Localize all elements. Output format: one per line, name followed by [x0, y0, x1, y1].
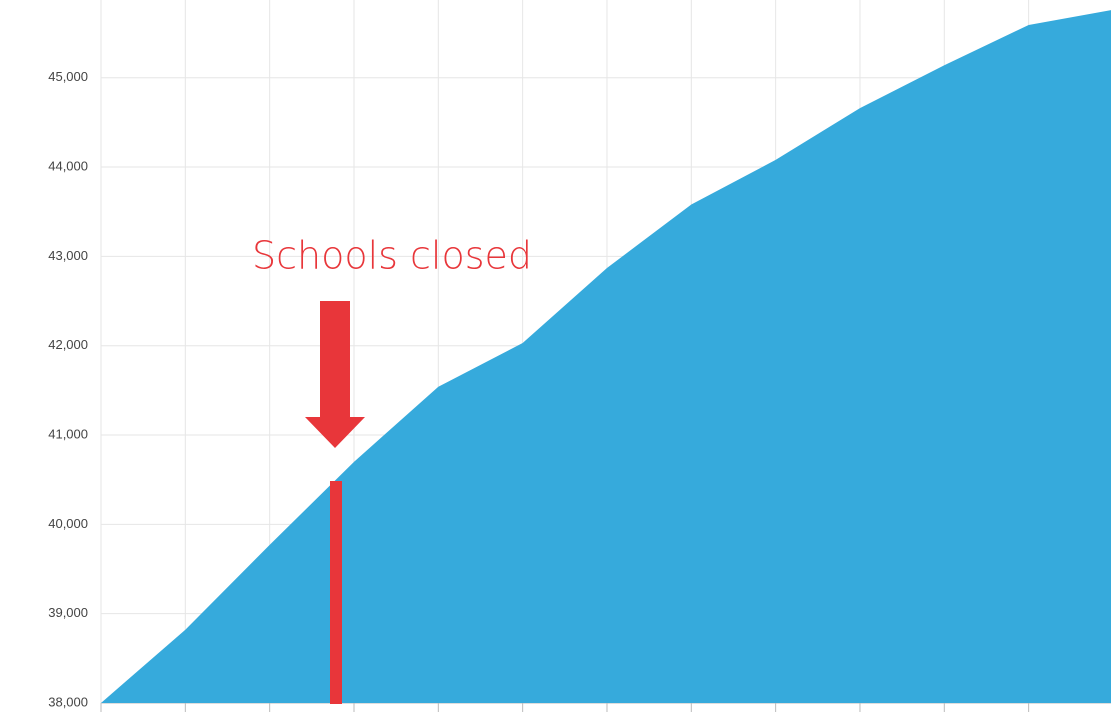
annotation-arrow-shaft [320, 301, 350, 418]
y-tick-label: 40,000 [48, 516, 88, 531]
annotation-arrow-head [305, 417, 365, 448]
y-tick-label: 39,000 [48, 605, 88, 620]
marks [101, 10, 1111, 703]
y-tick-label: 41,000 [48, 426, 88, 441]
y-tick-label: 42,000 [48, 337, 88, 352]
area [101, 10, 1111, 703]
annotation: Schools closed [252, 234, 532, 704]
annotation-text: Schools closed [252, 234, 532, 278]
y-tick-label: 45,000 [48, 69, 88, 84]
y-tick-label: 43,000 [48, 248, 88, 263]
y-tick-label: 44,000 [48, 158, 88, 173]
annotation-bar [330, 481, 342, 704]
y-tick-label: 38,000 [48, 694, 88, 709]
